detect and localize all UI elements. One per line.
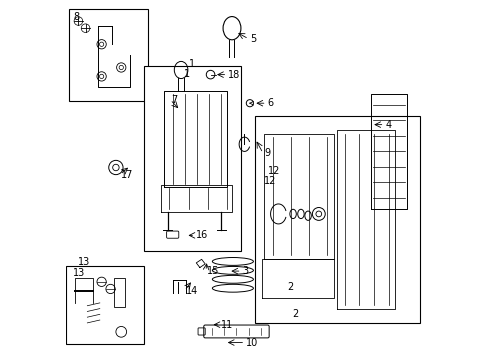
Text: 2: 2 (287, 282, 293, 292)
Bar (66, 266, 144, 344)
Text: 11: 11 (221, 320, 233, 330)
Text: 5: 5 (249, 34, 256, 44)
Bar (258, 173, 337, 251)
Text: 17: 17 (121, 170, 133, 180)
Text: 4: 4 (385, 120, 391, 130)
Bar (69, 9, 148, 102)
Text: 12: 12 (264, 176, 276, 186)
Text: 16: 16 (196, 230, 208, 240)
Bar (114, 278, 124, 307)
Text: 13: 13 (78, 257, 90, 267)
Text: 6: 6 (267, 98, 273, 108)
Text: 14: 14 (185, 286, 198, 296)
Text: 9: 9 (264, 148, 270, 158)
Text: 7: 7 (171, 95, 177, 105)
Text: 1: 1 (189, 59, 195, 69)
Text: 8: 8 (73, 12, 79, 22)
Text: 15: 15 (206, 266, 219, 276)
Text: 13: 13 (73, 267, 85, 278)
Bar (255, 116, 419, 323)
Text: 10: 10 (246, 338, 258, 347)
Bar (144, 66, 241, 251)
Text: 2: 2 (292, 309, 298, 319)
Text: 3: 3 (242, 266, 248, 276)
Text: 12: 12 (267, 166, 280, 176)
Text: 1: 1 (183, 69, 189, 79)
Text: 18: 18 (228, 69, 240, 80)
